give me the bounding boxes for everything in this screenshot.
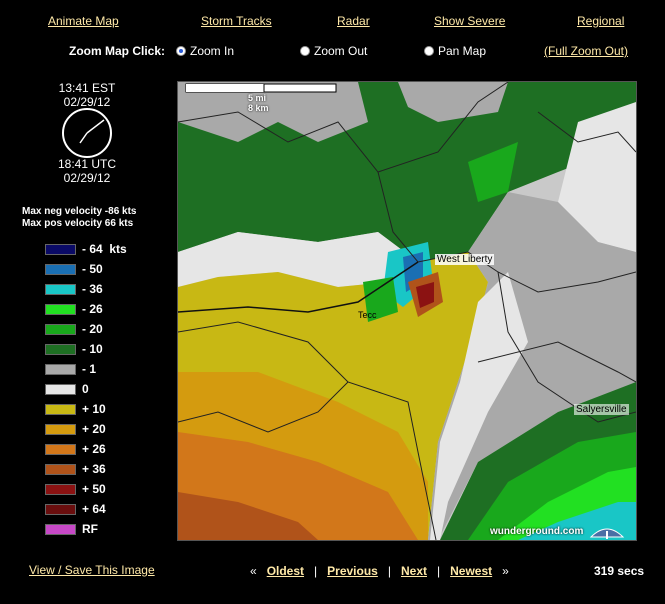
max-neg-velocity: Max neg velocity -86 kts [22, 206, 137, 217]
pager: « Oldest | Previous | Next | Newest » [250, 564, 509, 578]
next-link[interactable]: Next [400, 564, 427, 578]
utc-time: 18:41 UTC [57, 157, 117, 171]
velocity-legend: - 64 kts - 50- 36- 26- 20- 10- 1 0 + 10 + 20… [45, 239, 127, 539]
legend-swatch [45, 263, 76, 275]
storm-tracks-link[interactable]: Storm Tracks [201, 14, 272, 28]
legend-label: - 50 [82, 262, 103, 276]
animate-map-link[interactable]: Animate Map [48, 14, 119, 28]
legend-label: + 10 [82, 402, 106, 416]
zoom-out-label: Zoom Out [314, 44, 368, 58]
legend-row: + 50 [45, 479, 127, 499]
pager-close-quote: » [502, 564, 509, 578]
legend-row: + 10 [45, 399, 127, 419]
legend-swatch [45, 243, 76, 255]
legend-row: - 36 [45, 279, 127, 299]
legend-label: + 20 [82, 422, 106, 436]
full-zoom-out-link[interactable]: (Full Zoom Out) [544, 44, 629, 58]
newest-link[interactable]: Newest [450, 564, 493, 578]
previous-link[interactable]: Previous [327, 564, 378, 578]
legend-row: - 1 [45, 359, 127, 379]
legend-label: - 64 kts [82, 242, 127, 256]
legend-swatch [45, 463, 76, 475]
wunderground-logo: wunderground.com [490, 523, 627, 539]
town-tecc: Tecc [358, 310, 377, 320]
legend-label: - 36 [82, 282, 103, 296]
scale-mi: 5 mi [248, 93, 267, 103]
max-pos-velocity: Max pos velocity 66 kts [22, 218, 134, 229]
legend-label: - 10 [82, 342, 103, 356]
legend-swatch [45, 443, 76, 455]
legend-swatch [45, 323, 76, 335]
legend-row: + 36 [45, 459, 127, 479]
pan-map-label: Pan Map [438, 44, 487, 58]
radio-selected-icon[interactable] [176, 46, 186, 56]
town-salyersville: Salyersville [574, 404, 629, 415]
brand-text: wunderground.com [490, 525, 584, 537]
show-severe-link[interactable]: Show Severe [434, 14, 506, 28]
legend-label: - 26 [82, 302, 103, 316]
legend-swatch [45, 483, 76, 495]
legend-label: - 1 [82, 362, 97, 376]
clock-icon [62, 108, 112, 158]
legend-row: - 26 [45, 299, 127, 319]
legend-label: + 50 [82, 482, 106, 496]
town-west-liberty: West Liberty [435, 254, 495, 265]
seconds-indicator: 319 secs [594, 564, 645, 578]
legend-swatch [45, 303, 76, 315]
legend-row: + 20 [45, 419, 127, 439]
radio-icon[interactable] [424, 46, 434, 56]
zoom-out-radio[interactable]: Zoom Out [300, 44, 367, 58]
oldest-link[interactable]: Oldest [266, 564, 305, 578]
radar-image[interactable] [178, 82, 636, 540]
local-time: 13:41 EST [58, 81, 116, 95]
pan-map-radio[interactable]: Pan Map [424, 44, 486, 58]
legend-label: + 26 [82, 442, 106, 456]
legend-row: - 20 [45, 319, 127, 339]
zoom-controls: Zoom Map Click: Zoom In Zoom Out Pan Map… [0, 44, 665, 62]
legend-swatch [45, 283, 76, 295]
umbrella-icon [590, 528, 625, 539]
legend-row: - 64 kts [45, 239, 127, 259]
legend-label: + 36 [82, 462, 106, 476]
regional-link[interactable]: Regional [577, 14, 625, 28]
radar-map[interactable]: 5 mi 8 km West Liberty Salyersville Tecc… [177, 81, 637, 541]
legend-swatch [45, 523, 76, 535]
legend-swatch [45, 503, 76, 515]
zoom-label: Zoom Map Click: [69, 44, 166, 58]
local-date: 02/29/12 [63, 95, 111, 109]
legend-row: RF [45, 519, 127, 539]
legend-row: 0 [45, 379, 127, 399]
pager-separator: | [437, 564, 441, 578]
legend-swatch [45, 343, 76, 355]
pager-open-quote: « [250, 564, 257, 578]
legend-label: - 20 [82, 322, 103, 336]
utc-date: 02/29/12 [63, 171, 111, 185]
pager-separator: | [387, 564, 391, 578]
legend-swatch [45, 423, 76, 435]
pager-separator: | [314, 564, 318, 578]
legend-label: + 64 [82, 502, 106, 516]
legend-row: - 50 [45, 259, 127, 279]
radio-icon[interactable] [300, 46, 310, 56]
legend-row: + 26 [45, 439, 127, 459]
legend-row: + 64 [45, 499, 127, 519]
legend-swatch [45, 363, 76, 375]
zoom-in-radio[interactable]: Zoom In [176, 44, 234, 58]
scale-km: 8 km [248, 103, 269, 113]
legend-swatch [45, 383, 76, 395]
zoom-in-label: Zoom In [190, 44, 235, 58]
radar-link[interactable]: Radar [337, 14, 370, 28]
legend-swatch [45, 403, 76, 415]
legend-label: 0 [82, 382, 89, 396]
legend-row: - 10 [45, 339, 127, 359]
view-save-image-link[interactable]: View / Save This Image [29, 563, 155, 577]
legend-label: RF [82, 522, 98, 536]
